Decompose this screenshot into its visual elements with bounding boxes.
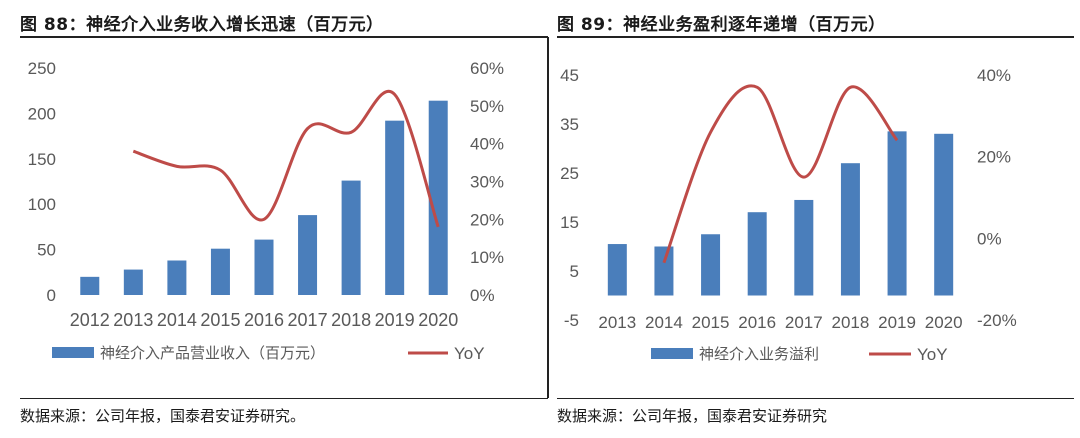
y-right-tick-label: 0% bbox=[470, 286, 495, 305]
y-right-tick-label: 60% bbox=[470, 59, 504, 78]
bar bbox=[887, 131, 907, 296]
chart-panel-89: 图 89：神经业务盈利逐年递增（百万元） -5 5 15 25 35 45 -20% 0% 20… bbox=[549, 0, 1080, 438]
y-left-tick-label: 5 bbox=[570, 262, 579, 281]
bar bbox=[123, 269, 143, 295]
y-left-tick-label: 50 bbox=[37, 241, 56, 260]
x-tick-label: 2014 bbox=[157, 310, 197, 330]
legend-bar-label: 神经介入业务溢利 bbox=[699, 346, 819, 363]
x-tick-label: 2015 bbox=[692, 313, 730, 332]
legend-bar-label: 神经介入产品营业收入（百万元） bbox=[100, 345, 325, 362]
y-left-tick-label: 15 bbox=[560, 213, 579, 232]
panel-divider bbox=[547, 37, 549, 398]
bar bbox=[80, 276, 100, 295]
chart-source: 数据来源：公司年报，国泰君安证券研究。 bbox=[20, 407, 306, 425]
x-tick-label: 2019 bbox=[375, 310, 415, 330]
y-left-tick-label: 35 bbox=[560, 115, 579, 134]
x-tick-label: 2020 bbox=[925, 313, 963, 332]
bar bbox=[701, 234, 721, 296]
x-tick-label: 2014 bbox=[645, 313, 683, 332]
yoy-line bbox=[662, 84, 899, 264]
y-right-tick-label: 0% bbox=[977, 229, 1002, 248]
chart-source: 数据来源：公司年报，国泰君安证券研究 bbox=[557, 407, 828, 425]
x-tick-label: 2012 bbox=[70, 310, 110, 330]
y-right-tick-label: 50% bbox=[470, 97, 504, 116]
bar bbox=[840, 163, 860, 296]
bar bbox=[747, 212, 767, 296]
y-left-tick-label: -5 bbox=[564, 311, 579, 330]
y-left-tick-label: 250 bbox=[28, 59, 56, 78]
legend-bar-swatch bbox=[651, 348, 693, 359]
title-rule bbox=[557, 36, 1074, 38]
x-tick-label: 2015 bbox=[200, 310, 240, 330]
bar bbox=[607, 244, 627, 296]
x-tick-label: 2019 bbox=[878, 313, 916, 332]
y-left-tick-label: 0 bbox=[47, 286, 56, 305]
bar bbox=[385, 120, 405, 295]
y-right-tick-label: 40% bbox=[470, 135, 504, 154]
x-tick-label: 2020 bbox=[418, 310, 458, 330]
yoy-line bbox=[132, 90, 440, 228]
profit-chart: -5 5 15 25 35 45 -20% 0% 20% 40% 2013 2014 2015 2016 2… bbox=[560, 66, 1017, 364]
x-tick-label: 2013 bbox=[598, 313, 636, 332]
x-tick-label: 2016 bbox=[244, 310, 284, 330]
y-right-tick-label: 20% bbox=[977, 148, 1011, 167]
bar bbox=[934, 133, 954, 296]
bar bbox=[654, 246, 674, 296]
y-right-tick-label: 10% bbox=[470, 248, 504, 267]
legend-line-label: YoY bbox=[917, 345, 948, 364]
title-rule bbox=[20, 36, 548, 38]
x-tick-label: 2018 bbox=[331, 310, 371, 330]
y-left-tick-label: 150 bbox=[28, 150, 56, 169]
y-right-tick-label: 30% bbox=[470, 173, 504, 192]
bar bbox=[428, 100, 448, 295]
y-right-tick-label: 20% bbox=[470, 210, 504, 229]
y-left-tick-label: 25 bbox=[560, 164, 579, 183]
x-tick-label: 2017 bbox=[785, 313, 823, 332]
y-left-tick-label: 45 bbox=[560, 66, 579, 85]
legend-line-label: YoY bbox=[454, 344, 485, 363]
legend-bar-swatch bbox=[52, 347, 94, 358]
bar bbox=[254, 239, 274, 295]
chart-panel-88: 图 88：神经介入业务收入增长迅速（百万元） 0 50 100 150 200 250 0%… bbox=[20, 15, 548, 425]
y-left-tick-label: 100 bbox=[28, 195, 56, 214]
chart-title: 图 89：神经业务盈利逐年递增（百万元） bbox=[557, 15, 886, 35]
x-tick-label: 2018 bbox=[832, 313, 870, 332]
bar bbox=[341, 180, 361, 295]
x-tick-label: 2017 bbox=[288, 310, 328, 330]
chart-title: 图 88：神经介入业务收入增长迅速（百万元） bbox=[20, 15, 384, 35]
bar bbox=[794, 199, 814, 296]
x-tick-label: 2013 bbox=[113, 310, 153, 330]
x-tick-label: 2016 bbox=[738, 313, 776, 332]
y-right-tick-label: 40% bbox=[977, 66, 1011, 85]
y-left-tick-label: 200 bbox=[28, 104, 56, 123]
bar bbox=[210, 248, 230, 295]
source-rule bbox=[557, 398, 1074, 399]
source-rule bbox=[20, 398, 548, 399]
bar bbox=[167, 260, 187, 295]
y-right-tick-label: -20% bbox=[977, 311, 1017, 330]
bar bbox=[298, 215, 318, 295]
